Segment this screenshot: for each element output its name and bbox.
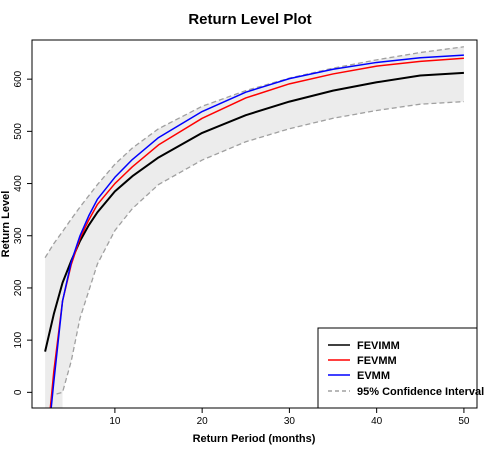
x-tick-label: 40 [371, 416, 383, 427]
legend: FEVIMM FEVMM EVMM 95% Confidence Interva… [317, 327, 484, 409]
y-tick-label: 100 [13, 331, 24, 348]
chart-title: Return Level Plot [188, 11, 311, 28]
y-tick-label: 200 [13, 279, 24, 296]
x-tick-label: 30 [284, 416, 296, 427]
series-line-evmm [50, 54, 464, 408]
y-tick-label: 300 [13, 227, 24, 244]
series-layer [44, 54, 464, 408]
legend-label-fevimm: FEVIMM [357, 340, 400, 352]
legend-box [317, 327, 478, 409]
x-tick-label: 50 [458, 416, 470, 427]
y-tick-label: 400 [13, 175, 24, 192]
x-axis: 10 20 30 40 50 [109, 408, 470, 427]
y-tick-label: 0 [13, 389, 24, 395]
confidence-band-layer [44, 46, 464, 408]
confidence-band-fill [45, 46, 464, 408]
legend-label-fevmm: FEVMM [357, 355, 397, 367]
confidence-lower-line [56, 100, 464, 395]
y-axis-label: Return Level [0, 191, 12, 258]
plot-frame [31, 39, 478, 409]
y-tick-label: 600 [13, 70, 24, 87]
x-axis-label: Return Period (months) [193, 433, 316, 445]
x-tick-label: 20 [197, 416, 209, 427]
legend-label-evmm: EVMM [357, 370, 390, 382]
series-line-fevimm [44, 71, 464, 352]
legend-label-confidence: 95% Confidence Interval [357, 386, 484, 398]
x-tick-label: 10 [109, 416, 121, 427]
confidence-upper-line [44, 46, 464, 259]
y-axis: 0 100 200 300 400 500 600 [13, 70, 32, 395]
y-tick-label: 500 [13, 123, 24, 140]
